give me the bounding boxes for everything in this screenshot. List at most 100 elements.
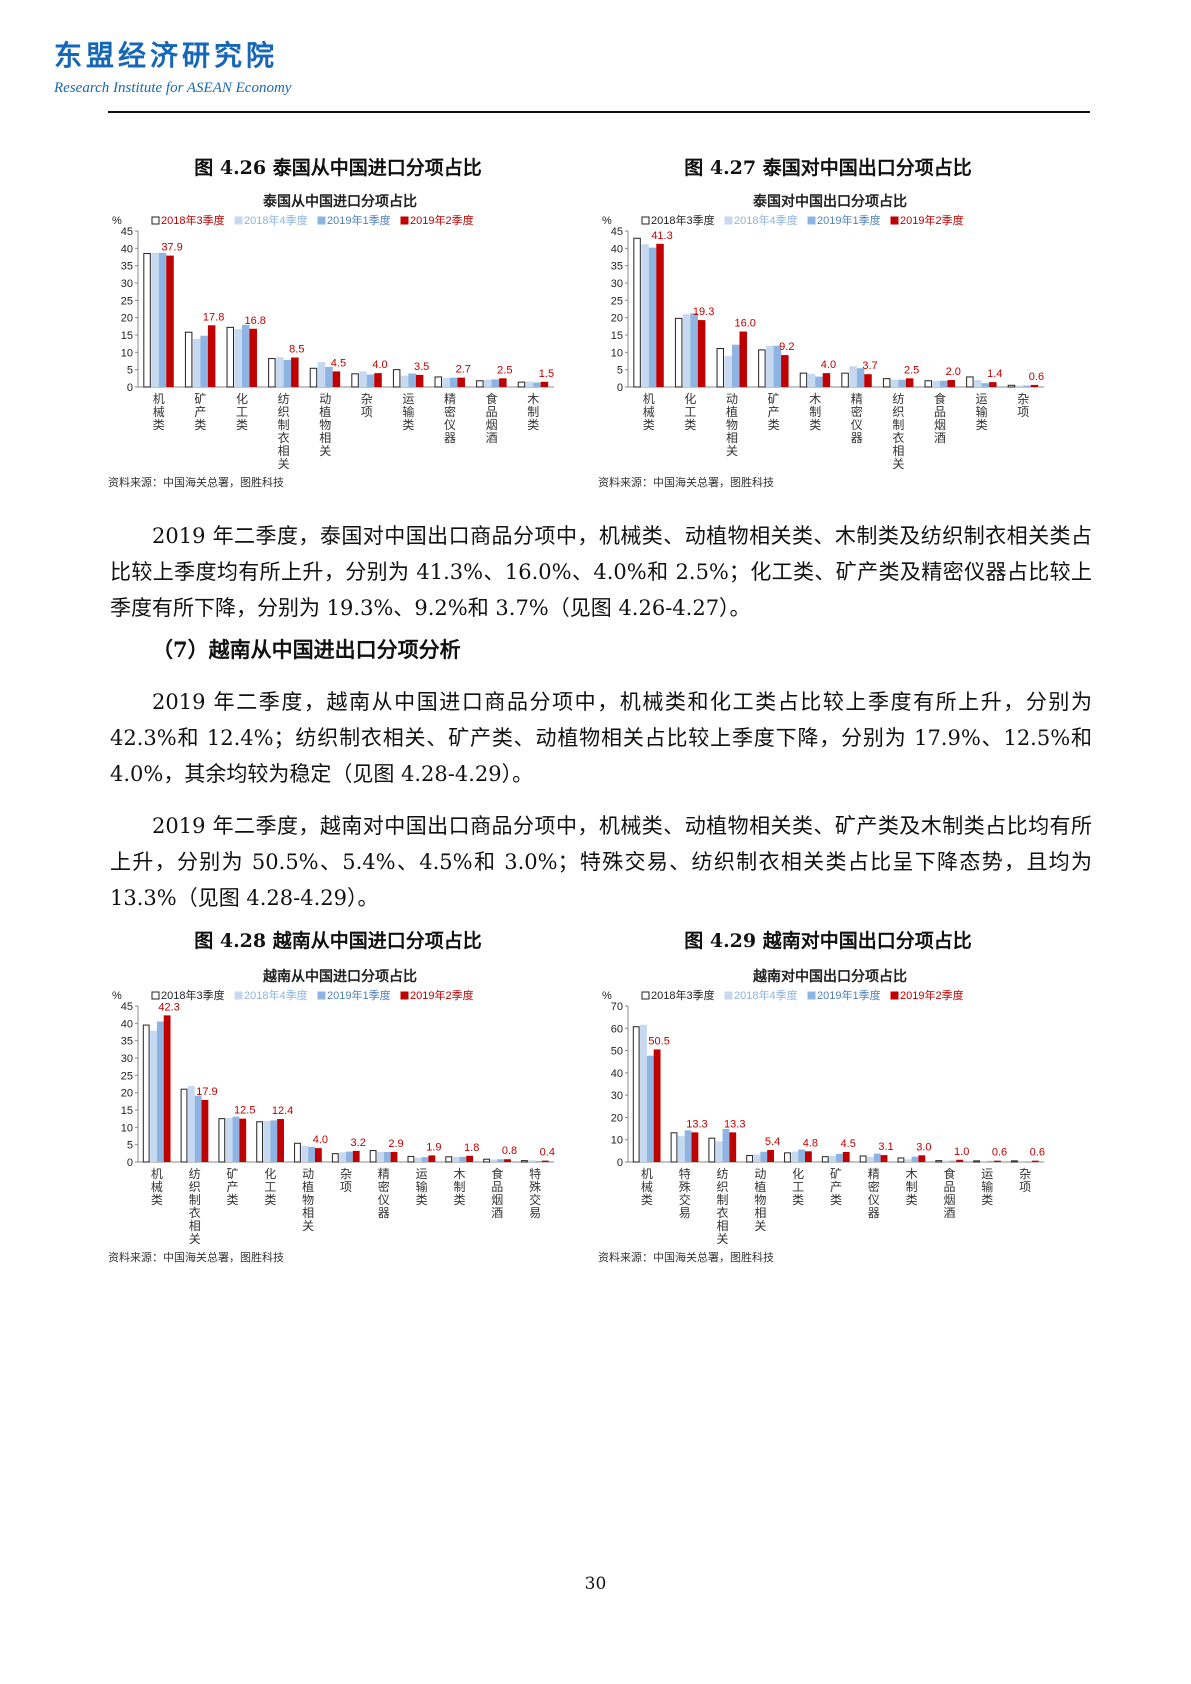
bar	[632, 1026, 640, 1163]
x-category-label: 矿产类	[227, 1167, 239, 1207]
bar	[973, 1160, 980, 1163]
bar	[653, 1049, 661, 1162]
y-axis-unit: %	[602, 215, 612, 227]
legend-swatch	[724, 216, 733, 225]
bar	[974, 380, 982, 387]
bar	[987, 1160, 995, 1162]
bar	[156, 1021, 164, 1162]
y-tick-label: 20	[611, 313, 623, 325]
chart-thailand-exports: 泰国对中国出口分项占比% 2018年3季度 2018年4季度 2019年1季度 2019…	[598, 193, 1044, 489]
y-tick-label: 25	[611, 295, 623, 307]
bar	[691, 1132, 699, 1162]
y-tick-label: 35	[611, 261, 623, 273]
bar	[143, 253, 151, 388]
x-category-label: 杂项	[340, 1167, 352, 1194]
bar	[739, 331, 747, 387]
x-category-label: 特殊交易	[679, 1166, 691, 1220]
y-tick-label: 15	[611, 330, 623, 342]
legend-label: 2018年3季度	[161, 988, 225, 1002]
y-tick-label: 25	[121, 295, 133, 307]
bar	[1025, 1161, 1032, 1162]
bar	[187, 1086, 195, 1162]
legend-swatch	[151, 216, 160, 225]
bar	[392, 369, 401, 388]
x-category-label: 机械类	[641, 1167, 653, 1207]
data-label: 42.3	[158, 1001, 179, 1013]
bar	[180, 1088, 188, 1163]
chart-title: 越南对中国出口分项占比	[752, 968, 907, 984]
x-category-label: 木制类	[527, 392, 539, 432]
legend-label: 2019年1季度	[817, 213, 881, 227]
y-tick-label: 0	[127, 1157, 133, 1169]
bar	[804, 1151, 812, 1162]
data-label: 8.5	[289, 344, 304, 356]
bar	[270, 1120, 278, 1162]
data-label: 1.5	[539, 368, 554, 380]
bar	[163, 1015, 171, 1162]
data-label: 41.3	[651, 230, 672, 242]
bar	[1023, 385, 1031, 387]
x-category-label: 矿产类	[768, 392, 780, 432]
bar	[753, 1154, 761, 1162]
data-label: 16.8	[245, 315, 266, 327]
bar	[283, 359, 292, 387]
bar	[352, 1150, 360, 1162]
data-label: 16.0	[735, 318, 756, 330]
data-label: 50.5	[648, 1035, 669, 1047]
bar	[517, 381, 526, 388]
bar	[791, 1151, 799, 1162]
bar	[656, 243, 664, 387]
bar	[781, 355, 789, 387]
bar	[151, 252, 159, 387]
y-tick-label: 30	[611, 278, 623, 290]
paragraph-thailand-exports: 2019 年二季度，泰国对中国出口商品分项中，机械类、动植物相关类、木制类及纺织…	[110, 524, 1092, 620]
bar	[239, 1118, 247, 1162]
x-category-label: 运输类	[981, 1167, 993, 1207]
bar	[339, 1152, 346, 1162]
x-category-label: 机械类	[151, 1167, 163, 1207]
legend-label: 2019年1季度	[817, 988, 881, 1002]
bar	[697, 320, 706, 387]
legend-swatch	[641, 216, 650, 225]
data-label: 4.5	[331, 357, 346, 369]
legend-swatch	[641, 991, 650, 1000]
bar	[541, 1160, 549, 1162]
bar	[784, 1152, 791, 1163]
y-tick-label: 5	[127, 365, 133, 377]
data-label: 37.9	[161, 242, 182, 254]
chart-vietnam-exports: 越南对中国出口分项占比% 2018年3季度 2018年4季度 2019年1季度 2019…	[598, 968, 1045, 1264]
bar	[369, 1150, 377, 1163]
bar	[722, 1129, 730, 1162]
bar	[445, 1156, 453, 1163]
data-label: 1.9	[426, 1141, 441, 1153]
bar	[383, 1151, 391, 1162]
bar	[724, 355, 732, 387]
data-label: 0.4	[540, 1147, 555, 1159]
bar	[867, 1156, 874, 1162]
data-label: 4.0	[821, 359, 836, 371]
bar	[646, 1055, 654, 1162]
bar	[1031, 1160, 1039, 1162]
bar	[989, 382, 997, 387]
bar	[880, 1155, 888, 1162]
bar	[497, 1159, 505, 1162]
bar	[540, 381, 549, 387]
x-category-label: 木制类	[809, 392, 821, 432]
bar	[309, 367, 318, 388]
data-label: 3.2	[351, 1137, 366, 1149]
data-label: 0.8	[502, 1145, 517, 1157]
bar	[905, 378, 914, 387]
chart-thailand-imports: 泰国从中国进口分项占比% 2018年3季度 2018年4季度 2019年1季度 2019…	[108, 193, 554, 489]
chart-title: 泰国从中国进口分项占比	[262, 193, 417, 209]
bar	[218, 1118, 226, 1163]
bar	[528, 1160, 536, 1162]
bar	[859, 1155, 867, 1163]
data-label: 19.3	[693, 306, 714, 318]
x-category-label: 动植物相关	[726, 392, 738, 458]
legend-swatch	[807, 991, 816, 1000]
bar	[873, 1153, 881, 1162]
bar	[166, 255, 174, 387]
bar	[942, 1160, 950, 1162]
bar	[491, 379, 500, 387]
data-label: 12.5	[234, 1105, 255, 1117]
